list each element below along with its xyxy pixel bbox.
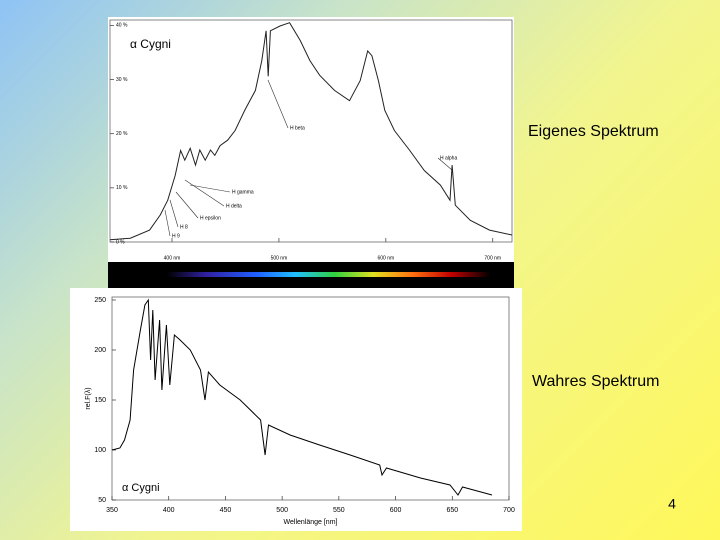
plot-border	[111, 296, 510, 501]
x-tick-label: 500	[276, 507, 288, 514]
x-tick-label: 550	[333, 507, 345, 514]
annotation-line	[267, 79, 289, 129]
x-tick-label: 400	[163, 507, 175, 514]
y-tick-label: 0 %	[116, 239, 125, 245]
chart-title: α Cygni	[130, 37, 171, 51]
y-tick-label: 100	[94, 447, 106, 454]
annotation-line	[437, 157, 453, 171]
x-tick-label: 350	[106, 507, 118, 514]
y-tick-label: 40 %	[116, 23, 128, 29]
x-tick-label: 700	[503, 507, 515, 514]
plot-border	[109, 19, 513, 243]
y-tick-label: 200	[94, 347, 106, 354]
spectrum-line	[109, 22, 513, 241]
y-tick-label: 30 %	[116, 77, 128, 83]
chart-frame	[70, 288, 522, 531]
x-tick-label: 600 nm	[377, 255, 394, 261]
annotation-line	[184, 179, 225, 207]
y-tick-label: 10 %	[116, 185, 128, 191]
annotation-line	[164, 209, 171, 237]
x-tick-label: 700 nm	[484, 255, 501, 261]
annotation: H delta	[226, 203, 242, 209]
y-axis-label: rel.F(λ)	[85, 387, 92, 409]
x-axis-label: Wellenlänge [nm]	[284, 519, 338, 526]
chart-frame	[108, 17, 514, 263]
annotation-line	[175, 191, 199, 219]
x-tick-label: 650	[446, 507, 458, 514]
y-tick-label: 150	[94, 397, 106, 404]
spectrum-line	[111, 298, 493, 496]
page-number: 4	[668, 496, 676, 512]
annotation: H beta	[290, 125, 305, 131]
spectrum-band	[120, 272, 510, 277]
x-tick-label: 600	[390, 507, 402, 514]
annotation: H 8	[180, 224, 188, 230]
annotation-line	[189, 184, 231, 193]
annotation-line	[169, 199, 179, 228]
y-tick-label: 50	[98, 497, 106, 504]
annotation: H 9	[172, 233, 180, 239]
slide-label: Wahres Spektrum	[532, 373, 659, 390]
x-tick-label: 500 nm	[271, 255, 288, 261]
annotation: H gamma	[232, 189, 254, 195]
y-tick-label: 20 %	[116, 131, 128, 137]
annotation: H alpha	[440, 155, 457, 161]
slide-label: Eigenes Spektrum	[528, 123, 659, 140]
chart-title: α Cygni	[122, 482, 160, 494]
annotation: H epsilon	[200, 215, 221, 221]
y-tick-label: 250	[94, 297, 106, 304]
x-tick-label: 400 nm	[164, 255, 181, 261]
x-tick-label: 450	[220, 507, 232, 514]
